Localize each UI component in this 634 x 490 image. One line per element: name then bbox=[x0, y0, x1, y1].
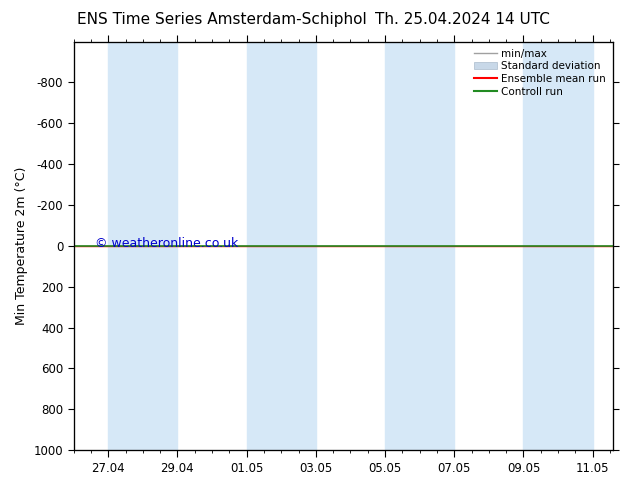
Text: ENS Time Series Amsterdam-Schiphol: ENS Time Series Amsterdam-Schiphol bbox=[77, 12, 367, 27]
Bar bbox=[524, 42, 593, 450]
Bar bbox=[108, 42, 178, 450]
Legend: min/max, Standard deviation, Ensemble mean run, Controll run: min/max, Standard deviation, Ensemble me… bbox=[472, 47, 608, 98]
Text: © weatheronline.co.uk: © weatheronline.co.uk bbox=[95, 237, 238, 250]
Text: Th. 25.04.2024 14 UTC: Th. 25.04.2024 14 UTC bbox=[375, 12, 550, 27]
Bar bbox=[385, 42, 454, 450]
Y-axis label: Min Temperature 2m (°C): Min Temperature 2m (°C) bbox=[15, 167, 28, 325]
Bar bbox=[247, 42, 316, 450]
